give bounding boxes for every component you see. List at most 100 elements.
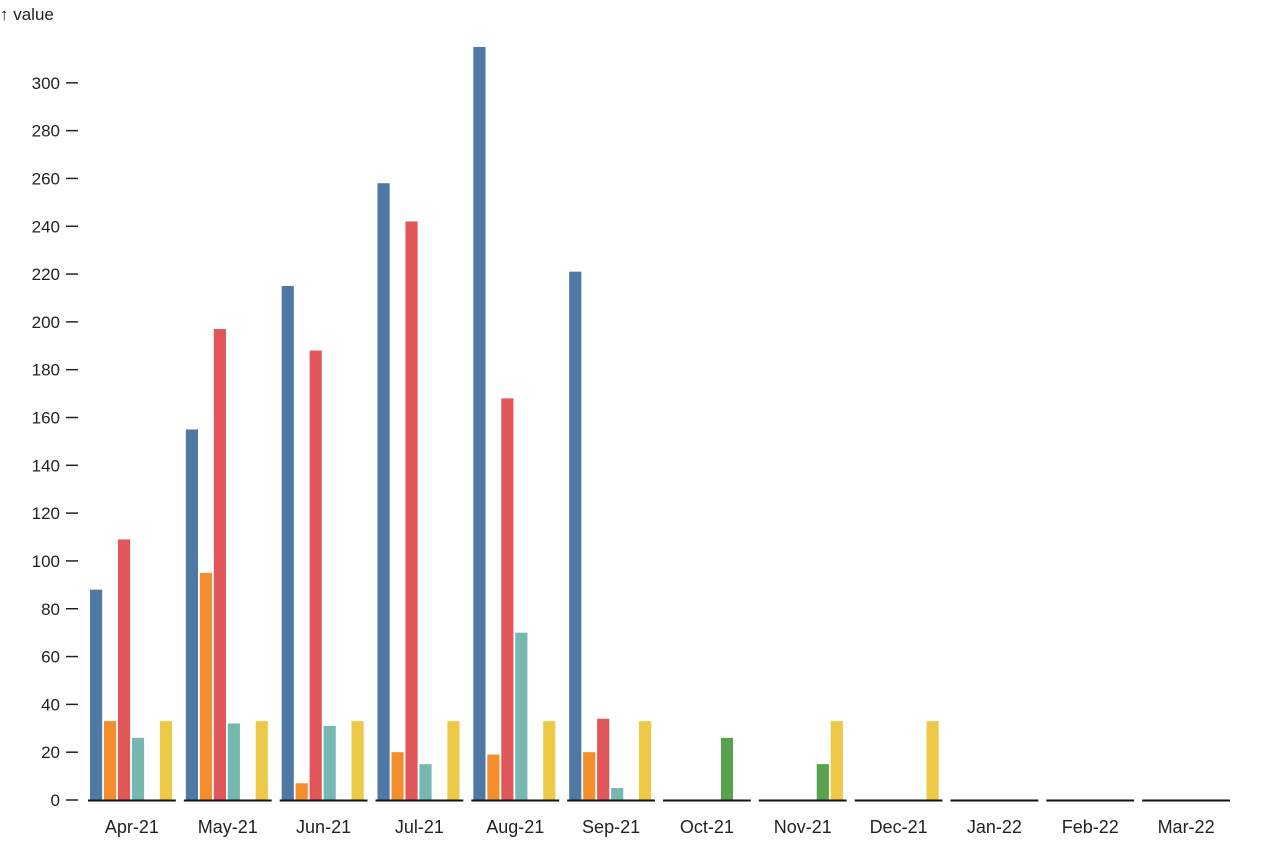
x-tick: Oct-21	[680, 817, 734, 837]
y-tick-label: 180	[32, 361, 60, 380]
bar	[816, 764, 829, 800]
y-tick: 100	[32, 552, 78, 571]
bar	[473, 46, 486, 800]
x-tick: Mar-22	[1158, 817, 1215, 837]
x-tick-label: Apr-21	[105, 817, 159, 837]
bar	[103, 721, 117, 800]
bar	[281, 286, 294, 800]
y-tick-label: 120	[32, 504, 60, 523]
y-tick-label: 40	[41, 695, 60, 714]
y-tick: 80	[41, 600, 78, 619]
x-tick: Dec-21	[870, 817, 928, 837]
bar-group	[926, 721, 939, 800]
bar	[159, 721, 173, 800]
bar	[501, 398, 514, 800]
x-tick-label: Feb-22	[1062, 817, 1119, 837]
bar	[569, 271, 582, 800]
x-tick-label: Jun-21	[296, 817, 351, 837]
bar-group	[816, 721, 843, 800]
bar	[515, 632, 528, 800]
x-tick-label: Oct-21	[680, 817, 734, 837]
bar	[447, 721, 460, 800]
x-tick-label: Jan-22	[967, 817, 1022, 837]
y-tick-label: 140	[32, 456, 60, 475]
bar-group	[90, 539, 173, 800]
x-tick: Jul-21	[395, 817, 444, 837]
y-tick: 0	[51, 791, 78, 810]
y-tick: 280	[32, 122, 78, 141]
x-tick: Sep-21	[582, 817, 640, 837]
y-tick-label: 100	[32, 552, 60, 571]
bar	[351, 721, 364, 800]
bar	[597, 718, 610, 800]
bar	[639, 721, 652, 800]
bars	[90, 46, 939, 800]
bar	[309, 350, 322, 800]
y-tick: 200	[32, 313, 78, 332]
y-tick: 240	[32, 217, 78, 236]
y-tick: 160	[32, 409, 78, 428]
y-tick-label: 240	[32, 217, 60, 236]
bar	[405, 221, 418, 800]
x-axis: Apr-21 May-21 Jun-21 Jul-21 Aug-21 Sep-21 Oct-…	[88, 799, 1230, 837]
bar	[419, 764, 432, 800]
x-tick-label: Mar-22	[1158, 817, 1215, 837]
y-tick: 120	[32, 504, 78, 523]
y-tick-label: 20	[41, 743, 60, 762]
bar	[487, 754, 500, 800]
x-tick: Jun-21	[296, 817, 351, 837]
bar	[90, 589, 103, 800]
bar-group	[720, 737, 734, 800]
y-tick-label: 280	[32, 122, 60, 141]
bar	[391, 752, 404, 800]
bar	[323, 725, 336, 800]
bar	[131, 737, 145, 800]
bar	[926, 721, 939, 800]
bar	[543, 721, 556, 800]
y-tick-label: 260	[32, 169, 60, 188]
bar-group	[185, 329, 268, 800]
y-tick: 220	[32, 265, 78, 284]
x-tick-label: Aug-21	[486, 817, 544, 837]
y-tick: 300	[32, 74, 78, 93]
bar	[611, 788, 624, 800]
x-tick-label: Sep-21	[582, 817, 640, 837]
x-tick: Jan-22	[967, 817, 1022, 837]
y-axis: 0 20 40 60 80 100 120 140 160 180 200 220 240 260 280 3…	[32, 74, 78, 810]
bar	[199, 572, 212, 800]
x-tick-label: Jul-21	[395, 817, 444, 837]
x-tick: May-21	[198, 817, 258, 837]
y-tick-label: 300	[32, 74, 60, 93]
y-tick-label: 200	[32, 313, 60, 332]
x-tick: Nov-21	[774, 817, 832, 837]
y-axis-label: ↑ value	[0, 5, 54, 24]
x-tick: Aug-21	[486, 817, 544, 837]
y-tick-label: 220	[32, 265, 60, 284]
y-tick: 140	[32, 456, 78, 475]
y-tick-label: 80	[41, 600, 60, 619]
bar	[377, 183, 390, 800]
y-tick-label: 160	[32, 409, 60, 428]
y-tick-label: 0	[51, 791, 60, 810]
bar-group	[569, 271, 652, 800]
x-tick-label: Dec-21	[870, 817, 928, 837]
x-tick: Apr-21	[105, 817, 159, 837]
bar-group	[473, 46, 556, 800]
bar	[830, 721, 843, 800]
y-tick: 20	[41, 743, 78, 762]
x-tick: Feb-22	[1062, 817, 1119, 837]
y-tick: 40	[41, 695, 78, 714]
bar	[583, 752, 596, 800]
bar	[720, 737, 734, 800]
bar	[185, 429, 199, 800]
bar	[213, 329, 226, 800]
bar-group	[281, 286, 364, 800]
bar	[227, 723, 240, 800]
bar	[255, 721, 268, 800]
y-tick-label: 60	[41, 648, 60, 667]
bar	[117, 539, 131, 800]
bar-group	[377, 183, 460, 800]
x-tick-label: May-21	[198, 817, 258, 837]
